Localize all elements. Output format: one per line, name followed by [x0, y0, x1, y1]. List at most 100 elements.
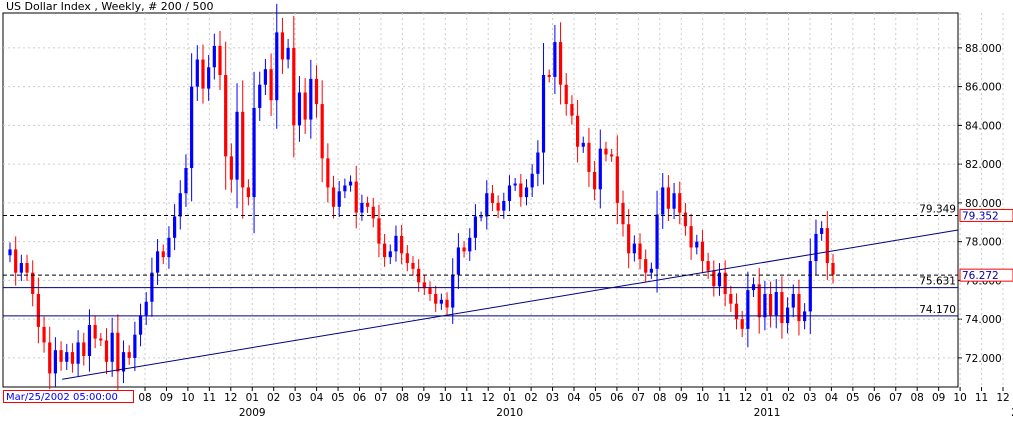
candle-body: [700, 241, 705, 262]
trend-line: [62, 229, 959, 380]
candle-body: [530, 173, 534, 188]
candle-body: [331, 187, 336, 207]
candle-body: [133, 334, 137, 358]
x-tick-label: 01: [246, 392, 259, 404]
candle-body: [195, 59, 199, 87]
candle-body: [564, 84, 568, 105]
x-year-label: 2010: [496, 407, 523, 419]
candle-body: [400, 235, 404, 254]
candle-body: [774, 292, 778, 316]
x-year-label: 2012: [1011, 407, 1013, 419]
candle-body: [712, 270, 716, 287]
candle-body: [144, 301, 148, 316]
candle-body: [734, 303, 739, 320]
chart-title: US Dollar Index , Weekly, # 200 / 500: [6, 0, 214, 13]
candle-body: [235, 111, 239, 180]
candle-body: [309, 78, 313, 120]
cursor-time-label: Mar/25/2002 05:00:00: [3, 390, 134, 403]
candle-body: [791, 293, 795, 308]
candle-body: [320, 104, 324, 159]
x-tick-label: 03: [803, 392, 816, 404]
candle-body: [468, 237, 472, 252]
candle-body: [604, 148, 608, 155]
candle-body: [451, 274, 455, 308]
x-tick-label: 12: [996, 392, 1009, 404]
candle-body: [445, 299, 449, 308]
y-tick-label: 84.000: [965, 120, 1002, 132]
candle-body: [297, 92, 302, 126]
candle-body: [644, 259, 648, 273]
y-tick-label: 86.000: [965, 82, 1002, 94]
x-tick-label: 11: [717, 392, 730, 404]
candle-body: [167, 237, 171, 258]
candle-body: [42, 326, 46, 343]
x-year-label: 2011: [754, 407, 781, 419]
x-tick-label: 05: [589, 392, 602, 404]
candle-body: [53, 350, 58, 374]
candle-body: [241, 111, 245, 188]
x-tick-label: 06: [610, 392, 624, 404]
candle-body: [246, 187, 250, 198]
candle-body: [672, 193, 676, 209]
candle-body: [348, 181, 353, 186]
candle-body: [99, 338, 103, 341]
candle-body: [280, 32, 285, 60]
x-tick-label: 05: [846, 392, 859, 404]
candle-body: [360, 202, 364, 213]
candle-body: [814, 233, 818, 262]
x-tick-label: 12: [482, 392, 495, 404]
candle-body: [25, 262, 29, 273]
candle-body: [258, 84, 262, 108]
candle-body: [553, 42, 557, 77]
x-tick-label: 10: [953, 392, 966, 404]
x-tick-label: 05: [331, 392, 344, 404]
candle-body: [190, 86, 194, 169]
candle-body: [59, 350, 63, 362]
candle-body: [723, 272, 727, 294]
candle-body: [825, 228, 829, 263]
candle-body: [377, 218, 381, 244]
candle-body: [394, 235, 398, 252]
candle-body: [201, 59, 205, 89]
x-tick-label: 08: [138, 392, 151, 404]
candle-body: [610, 154, 614, 157]
candle-body: [269, 69, 273, 101]
candle-body: [48, 342, 52, 374]
level-label: 74.170: [919, 304, 956, 316]
candle-body: [627, 224, 631, 254]
plot-frame: [2, 12, 959, 388]
candle-body: [490, 193, 495, 203]
candle-body: [326, 158, 330, 188]
x-tick-label: 11: [460, 392, 473, 404]
candle-body: [575, 115, 580, 147]
candle-body: [36, 293, 40, 327]
candle-body: [757, 284, 761, 318]
candle-body: [411, 262, 415, 269]
x-tick-label: 09: [160, 392, 173, 404]
candle-body: [354, 181, 358, 213]
candle-body: [615, 156, 619, 203]
candle-body: [275, 32, 279, 101]
x-tick-label: 12: [739, 392, 752, 404]
y-tick-label: 74.000: [965, 314, 1002, 326]
candle-body: [252, 107, 256, 198]
candle-body: [314, 78, 319, 105]
x-tick-label: 08: [911, 392, 924, 404]
candle-body: [110, 332, 114, 362]
candle-body: [19, 262, 23, 273]
candle-body: [507, 185, 512, 201]
candle-body: [343, 185, 347, 192]
x-tick-label: 09: [675, 392, 688, 404]
candle-body: [104, 340, 109, 362]
candle-body: [661, 187, 665, 215]
price-marker-box: [959, 208, 1013, 222]
x-tick-label: 08: [396, 392, 409, 404]
x-tick-label: 03: [546, 392, 559, 404]
x-tick-label: 06: [353, 392, 367, 404]
x-tick-label: 07: [889, 392, 902, 404]
candle-body: [388, 251, 392, 258]
candle-body: [763, 293, 767, 318]
y-tick-label: 78.000: [965, 237, 1002, 249]
candle-body: [218, 45, 222, 76]
x-tick-label: 11: [203, 392, 216, 404]
